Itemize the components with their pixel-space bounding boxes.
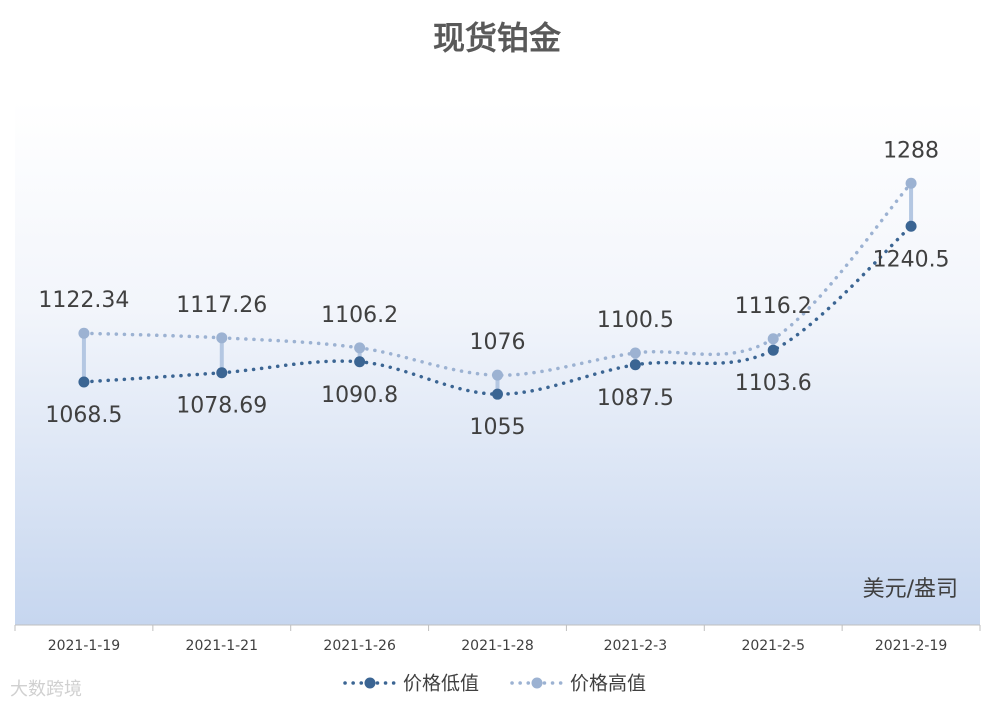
point — [629, 347, 641, 359]
point — [216, 367, 228, 379]
data-label: 1106.2 — [321, 303, 398, 328]
x-tick-label: 2021-1-26 — [323, 638, 396, 654]
data-label: 1090.8 — [321, 383, 398, 408]
point — [629, 359, 641, 371]
watermark: 大数跨境 — [10, 679, 82, 700]
data-label: 1078.69 — [176, 394, 267, 419]
point — [905, 220, 917, 232]
legend-label: 价格低值 — [403, 673, 479, 695]
data-label: 1288 — [883, 138, 939, 163]
x-tick-label: 2021-2-5 — [741, 638, 805, 654]
point — [354, 356, 366, 368]
point — [354, 342, 366, 354]
point — [492, 369, 503, 381]
data-label: 1116.2 — [735, 294, 812, 319]
x-tick-label: 2021-2-3 — [604, 638, 668, 654]
legend-marker — [364, 677, 376, 689]
point — [492, 388, 503, 400]
point — [905, 177, 917, 189]
x-tick-label: 2021-1-28 — [461, 638, 533, 654]
data-label: 1068.5 — [45, 403, 122, 428]
data-label: 1055 — [470, 415, 526, 440]
point — [78, 327, 90, 339]
plot-area — [15, 100, 980, 625]
data-label: 1087.5 — [597, 386, 674, 411]
data-label: 1076 — [470, 330, 526, 355]
data-label: 1240.5 — [873, 247, 950, 272]
x-tick-label: 2021-1-21 — [186, 638, 258, 654]
point — [767, 344, 779, 356]
data-label: 1117.26 — [176, 293, 267, 318]
chart-title: 现货铂金 — [433, 19, 562, 57]
x-tick-label: 2021-1-19 — [48, 638, 120, 654]
point — [767, 333, 779, 345]
unit-label: 美元/盎司 — [863, 577, 958, 602]
data-label: 1103.6 — [735, 371, 812, 396]
data-label: 1100.5 — [597, 308, 674, 333]
point — [216, 332, 228, 344]
legend-label: 价格高值 — [570, 673, 646, 695]
legend-marker — [531, 677, 543, 689]
x-tick-label: 2021-2-19 — [875, 638, 947, 654]
data-label: 1122.34 — [38, 288, 129, 313]
point — [78, 376, 90, 388]
